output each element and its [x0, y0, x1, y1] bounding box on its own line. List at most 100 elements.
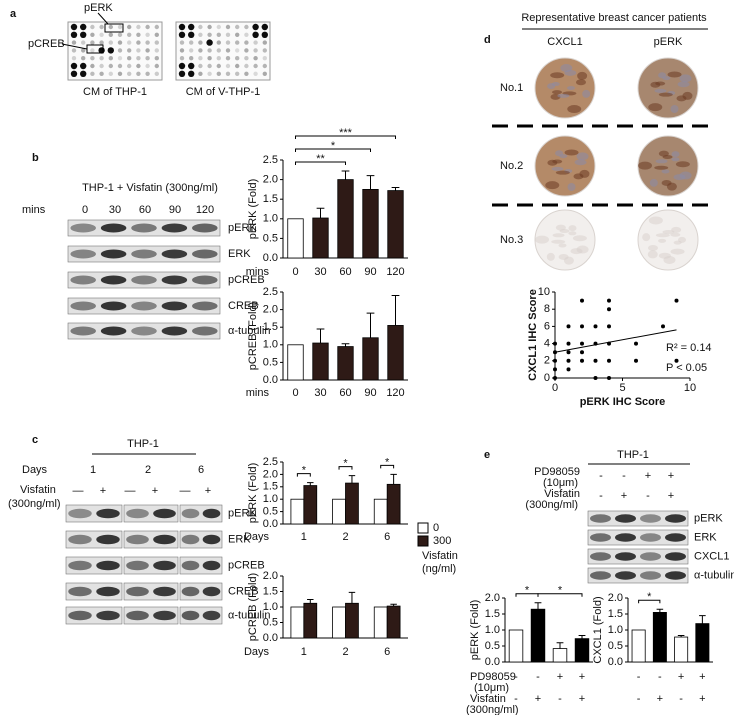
array-spot: [70, 23, 78, 31]
error-bar: [699, 615, 706, 624]
tissue-texture: [567, 183, 576, 192]
tissue-texture: [557, 93, 570, 98]
array-spot: [188, 23, 195, 31]
patient-label: No.3: [500, 234, 523, 246]
label: -: [536, 671, 540, 683]
array-spot: [207, 48, 212, 53]
label: -: [637, 671, 641, 683]
significance-bracket: [295, 135, 396, 139]
label: —: [125, 485, 136, 497]
blot-band: [131, 301, 157, 311]
blot-label: ERK: [228, 533, 251, 545]
y-tick-label: 2.0: [263, 570, 278, 582]
array-spot: [216, 56, 221, 61]
blot-band: [181, 586, 200, 597]
label: CXCL1: [547, 36, 582, 48]
blot-band: [131, 249, 157, 259]
array-spot: [225, 40, 231, 45]
label: +: [621, 490, 627, 502]
significance-label: *: [647, 591, 652, 603]
array-spot: [71, 40, 77, 45]
array-spot: [235, 71, 240, 77]
y-tick-label: 1.5: [608, 608, 623, 620]
tissue-texture: [559, 154, 568, 159]
array-spot: [90, 40, 95, 45]
tissue-texture: [661, 169, 670, 174]
label: +: [579, 671, 585, 683]
label: -: [646, 490, 650, 502]
significance-label: *: [525, 585, 530, 597]
tissue-texture: [564, 69, 577, 76]
x-tick-label: 1: [301, 531, 307, 543]
label: mins: [22, 204, 46, 216]
y-tick-label: 1.0: [263, 493, 278, 505]
blot-label: ERK: [228, 248, 251, 260]
label: +: [205, 485, 211, 497]
array-spot: [136, 40, 141, 45]
legend-label: 0: [433, 522, 439, 534]
bar: [530, 608, 546, 663]
label: 120: [196, 204, 214, 216]
x-tick-label: 0: [292, 266, 298, 278]
blot-band: [640, 533, 661, 542]
x-tick-label: 6: [384, 646, 390, 658]
blot-band: [192, 326, 218, 336]
tissue-texture: [673, 174, 686, 181]
label: PD98059: [534, 466, 580, 478]
tissue-texture: [570, 248, 583, 255]
blot-band: [161, 223, 188, 233]
blot-band: [68, 610, 92, 621]
blot-band: [590, 514, 611, 523]
label: 0: [82, 204, 88, 216]
array-spot: [225, 32, 231, 37]
array-spot: [81, 48, 86, 53]
blot-band: [202, 560, 221, 571]
y-axis-label: pCREB (Fold): [247, 573, 259, 641]
array-spot: [90, 63, 95, 69]
array-spot: [136, 56, 141, 61]
array-spot: [179, 56, 185, 61]
y-tick-label: 2.0: [263, 468, 278, 480]
scatter-point: [566, 350, 571, 355]
tissue-texture: [655, 159, 668, 164]
x-tick-label: 90: [364, 266, 376, 278]
tissue-texture: [675, 161, 690, 168]
array-spot: [216, 24, 221, 30]
label: 60: [139, 204, 151, 216]
tissue-texture: [671, 157, 680, 162]
array-spot: [261, 23, 268, 31]
error-bar: [390, 603, 397, 607]
patient-label: No.2: [500, 160, 523, 172]
blot-band: [665, 514, 686, 523]
blot-band: [640, 552, 661, 561]
array-spot: [189, 56, 194, 61]
array-spot: [127, 71, 132, 77]
bar: [303, 485, 318, 525]
blot-band: [181, 610, 200, 621]
caption: CM of V-THP-1: [186, 86, 261, 98]
label: Visfatin: [470, 693, 506, 705]
array-spot: [225, 48, 231, 53]
legend-swatch: [417, 535, 429, 547]
tissue-texture: [567, 86, 575, 90]
array-spot: [117, 48, 123, 53]
array-spot: [262, 63, 267, 69]
label: +: [678, 671, 684, 683]
blot-band: [70, 326, 96, 336]
array-spot: [262, 48, 267, 53]
y-tick-label: 2: [544, 355, 550, 367]
y-tick-label: 1.5: [263, 481, 278, 493]
spot-label: pCREB: [28, 38, 65, 50]
blot-label: pERK: [694, 512, 723, 524]
error-bar: [307, 599, 314, 604]
blot-band: [126, 586, 149, 597]
blot-band: [126, 508, 149, 519]
y-tick-label: 1.0: [485, 624, 500, 636]
label: +: [152, 485, 158, 497]
error-bar: [677, 634, 685, 638]
tissue-texture: [638, 161, 653, 170]
blot-band: [131, 275, 157, 285]
scatter-point: [607, 307, 611, 312]
blot-band: [665, 533, 686, 542]
array-spot: [198, 48, 203, 53]
